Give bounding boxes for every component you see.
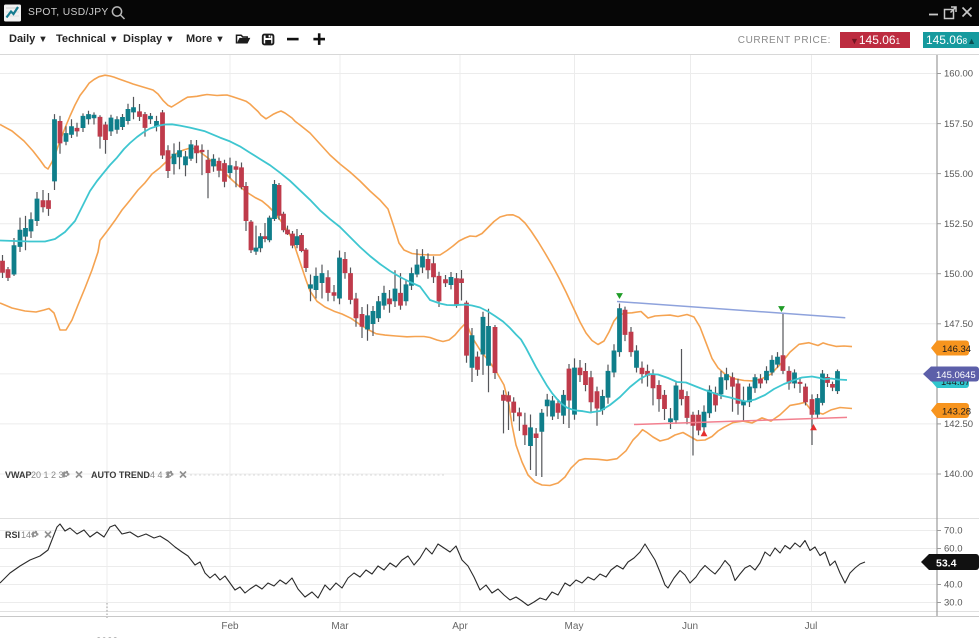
svg-text:Mar: Mar: [331, 621, 349, 632]
svg-text:53.4: 53.4: [936, 558, 957, 570]
svg-text:150.00: 150.00: [944, 269, 973, 280]
svg-text:Apr: Apr: [452, 621, 468, 632]
svg-text:Jul: Jul: [805, 621, 818, 632]
svg-text:147.50: 147.50: [944, 319, 973, 330]
svg-text:30.0: 30.0: [944, 598, 963, 609]
svg-text:70.0: 70.0: [944, 526, 963, 537]
svg-text:142.50: 142.50: [944, 419, 973, 430]
svg-text:157.50: 157.50: [944, 119, 973, 130]
svg-text:May: May: [565, 621, 584, 632]
svg-text:152.50: 152.50: [944, 219, 973, 230]
svg-text:144.87: 144.87: [941, 377, 970, 388]
svg-text:160.00: 160.00: [944, 69, 973, 80]
svg-text:140.00: 140.00: [944, 469, 973, 480]
svg-text:155.00: 155.00: [944, 169, 973, 180]
svg-text:RSI: RSI: [5, 530, 20, 540]
svg-text:AUTO TREND: AUTO TREND: [91, 470, 150, 480]
svg-text:2023: 2023: [96, 637, 119, 638]
svg-text:60.0: 60.0: [944, 544, 963, 555]
svg-text:143.28: 143.28: [942, 407, 971, 418]
svg-text:Jun: Jun: [682, 621, 698, 632]
svg-text:Feb: Feb: [221, 621, 239, 632]
svg-text:14: 14: [21, 530, 31, 540]
svg-text:20 1 2 3: 20 1 2 3: [31, 470, 64, 480]
svg-text:145.0645: 145.0645: [936, 370, 976, 381]
svg-text:VWAP: VWAP: [5, 470, 32, 480]
svg-text:40.0: 40.0: [944, 580, 963, 591]
svg-text:146.34: 146.34: [942, 344, 971, 355]
svg-text:4 4 2: 4 4 2: [150, 470, 170, 480]
